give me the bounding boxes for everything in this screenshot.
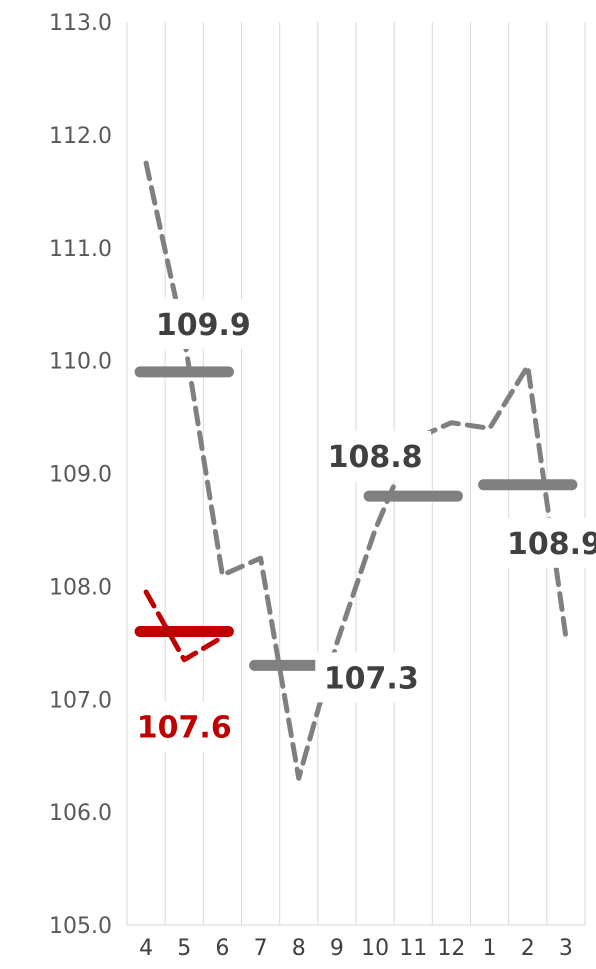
y-tick-label: 105.0 xyxy=(49,914,112,939)
y-tick-label: 112.0 xyxy=(49,124,112,149)
x-tick-label: 8 xyxy=(292,936,306,961)
x-tick-label: 2 xyxy=(521,936,535,961)
y-tick-label: 113.0 xyxy=(49,11,112,36)
x-tick-label: 7 xyxy=(254,936,268,961)
x-tick-label: 12 xyxy=(437,936,465,961)
series-line xyxy=(143,160,569,781)
data-label-bg xyxy=(128,701,241,752)
series-lines xyxy=(143,160,569,781)
x-tick-label: 6 xyxy=(215,936,229,961)
data-label-bg xyxy=(315,652,428,703)
y-tick-label: 110.0 xyxy=(49,350,112,375)
data-label: 109.9 xyxy=(156,308,251,343)
x-tick-label: 1 xyxy=(483,936,497,961)
y-tick-label: 111.0 xyxy=(49,237,112,262)
data-label-bg xyxy=(319,431,432,482)
data-labels: 109.9 107.3 108.8 108.9 107.6 xyxy=(128,298,596,752)
y-tick-label: 107.0 xyxy=(49,688,112,713)
data-label: 107.3 xyxy=(324,661,419,696)
quarter-average-bars xyxy=(134,366,578,671)
x-tick-label: 9 xyxy=(330,936,344,961)
data-label-bg xyxy=(147,298,260,349)
x-tick-label: 3 xyxy=(559,936,573,961)
y-tick-label: 108.0 xyxy=(49,575,112,600)
x-tick-label: 4 xyxy=(139,936,153,961)
x-tick-label: 5 xyxy=(177,936,191,961)
data-label: 107.6 xyxy=(137,711,232,746)
series-line xyxy=(143,589,225,663)
y-tick-label: 109.0 xyxy=(49,463,112,488)
data-label-bg xyxy=(498,517,596,568)
x-axis: 4 5 6 7 8 9 10 11 12 1 2 3 xyxy=(139,936,573,961)
grid xyxy=(126,22,586,926)
data-label: 108.8 xyxy=(328,440,423,475)
y-axis: 105.0 106.0 107.0 108.0 109.0 110.0 111.0 112.0… xyxy=(49,11,112,939)
y-tick-label: 106.0 xyxy=(49,801,112,826)
x-tick-label: 10 xyxy=(361,936,389,961)
data-label: 108.9 xyxy=(507,527,596,562)
x-tick-label: 11 xyxy=(399,936,427,961)
